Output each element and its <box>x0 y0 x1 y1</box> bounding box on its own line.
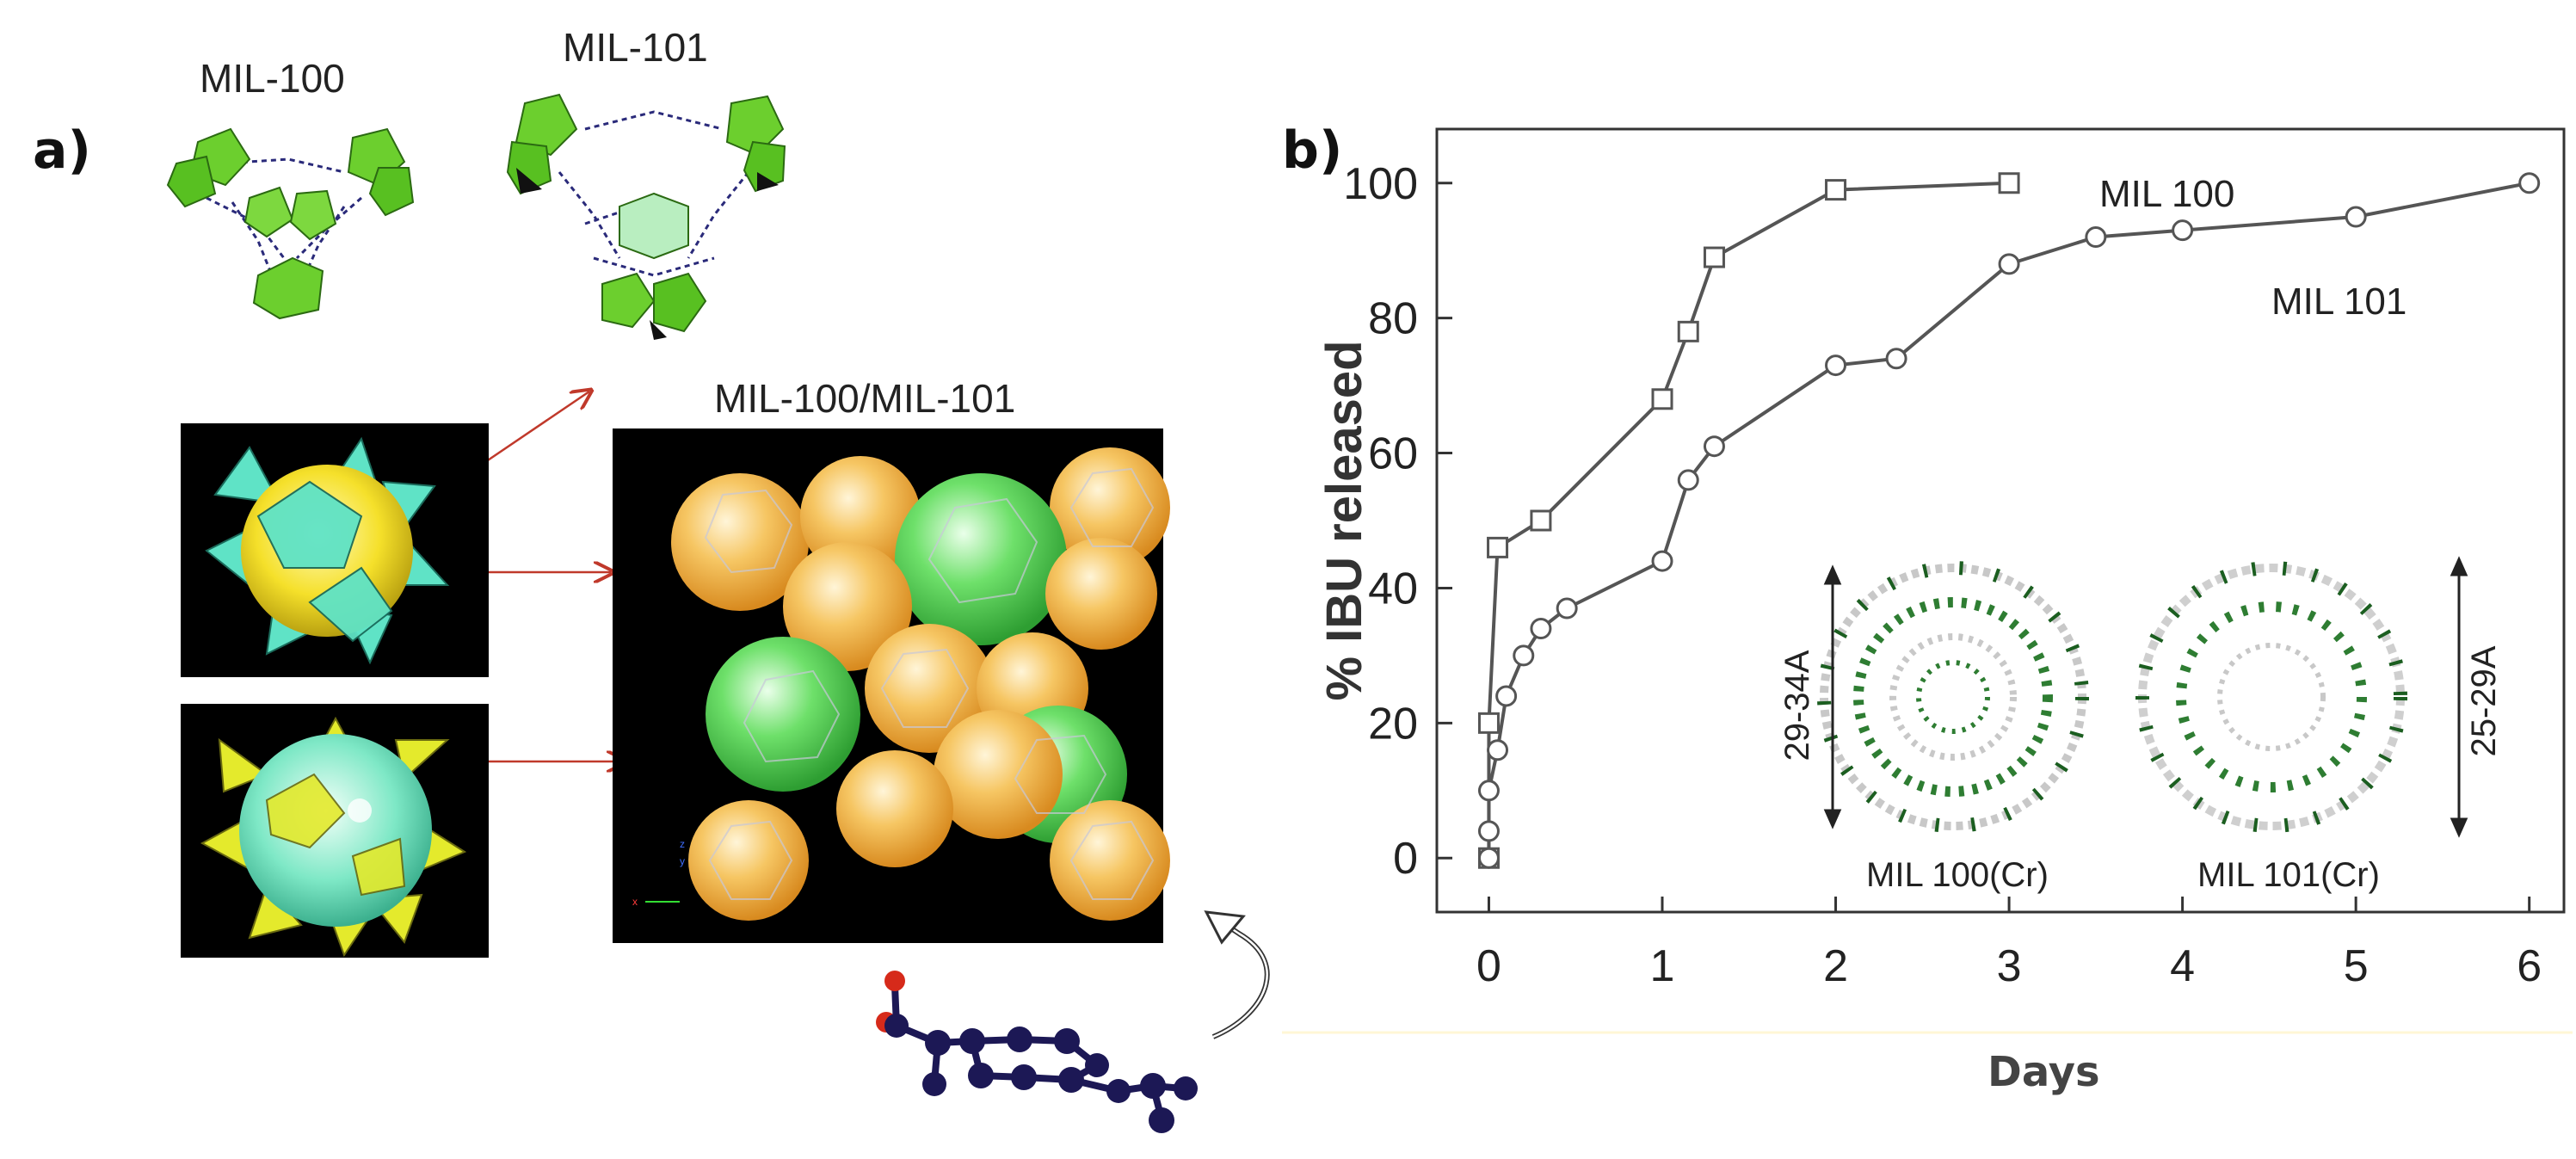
data-point-mil101 <box>2172 219 2194 242</box>
data-point-mil100 <box>1703 246 1725 268</box>
data-point-mil100 <box>1651 388 1673 410</box>
data-point-mil100 <box>1677 320 1699 342</box>
data-point-mil101 <box>1825 354 1847 377</box>
data-point-mil101 <box>2345 206 2367 228</box>
series-label-mil101: MIL 101 <box>2271 281 2407 323</box>
data-point-mil101 <box>2085 226 2107 249</box>
mil100-structure-icon <box>166 127 415 320</box>
inset-mil100-framework-icon <box>1817 561 2089 833</box>
y-tick-label: 0 <box>1393 834 1418 884</box>
data-point-mil101 <box>1513 644 1535 667</box>
y-tick-label: 80 <box>1368 294 1418 344</box>
data-point-mil100 <box>1825 179 1847 201</box>
y-axis-label: % IBU released <box>1316 340 1372 700</box>
x-tick-label: 0 <box>1476 941 1501 991</box>
cage-packing-icon: z y x <box>632 447 1170 921</box>
curved-arrow-icon <box>1204 910 1270 1039</box>
plot-frame <box>1435 127 2566 914</box>
x-tick-label: 5 <box>2344 941 2369 991</box>
y-tick-label: 20 <box>1368 699 1418 749</box>
data-point-mil101 <box>1495 685 1518 707</box>
dimension-arrows <box>1823 556 2468 838</box>
data-point-mil101 <box>1651 550 1673 572</box>
svg-text:y: y <box>680 855 685 867</box>
y-tick-label: 60 <box>1368 429 1418 479</box>
mil101-structure-icon <box>506 93 786 340</box>
data-point-mil101 <box>1556 597 1578 620</box>
data-point-mil100 <box>1477 712 1500 734</box>
data-point-mil100 <box>1487 536 1509 558</box>
svg-text:z: z <box>680 838 685 850</box>
data-point-mil101 <box>1530 618 1552 640</box>
series-layer <box>1477 172 2541 869</box>
inset-right-dimension: 25-29A <box>2465 645 2503 756</box>
inset-left-dimension: 29-34A <box>1778 650 1816 761</box>
data-point-mil101 <box>2518 172 2541 194</box>
panel-a-illustration: z y x <box>166 93 1270 1133</box>
x-tick-label: 3 <box>1997 941 2022 991</box>
data-point-mil101 <box>1885 348 1907 370</box>
panel-a-letter: a) <box>33 120 91 181</box>
x-axis-label: Days <box>1987 1048 2100 1096</box>
svg-text:x: x <box>632 896 638 908</box>
inset-mil101-framework-icon <box>2135 561 2407 833</box>
large-cage-icon <box>200 716 467 958</box>
x-tick-label: 4 <box>2170 941 2195 991</box>
panel-b-letter: b) <box>1282 120 1343 181</box>
y-tick-label: 100 <box>1343 159 1418 209</box>
mil101-label: MIL-101 <box>563 25 708 70</box>
release-chart: 0 20 40 60 80 100 0 1 2 3 4 5 6 29-34A 25-29A MIL 10… <box>1282 127 2573 1034</box>
inset-left-caption: MIL 100(Cr) <box>1866 856 2049 894</box>
data-point-mil101 <box>1998 253 2020 275</box>
panel-a: a) MIL-100 MIL-101 MIL-100/MIL-101 <box>33 25 1270 1133</box>
mil100-label: MIL-100 <box>200 56 345 101</box>
y-tick-label: 40 <box>1368 564 1418 613</box>
data-point-mil100 <box>1998 172 2020 194</box>
inset-right-caption: MIL 101(Cr) <box>2197 856 2380 894</box>
axis-ticks: 0 20 40 60 80 100 0 1 2 3 4 5 6 <box>1343 159 2542 991</box>
data-point-mil101 <box>1677 469 1699 491</box>
x-tick-label: 2 <box>1823 941 1848 991</box>
data-point-mil101 <box>1477 780 1500 802</box>
data-point-mil101 <box>1477 847 1500 869</box>
data-point-mil101 <box>1477 820 1500 842</box>
ibuprofen-molecule-icon <box>876 971 1198 1133</box>
series-label-mil100: MIL 100 <box>2099 173 2234 215</box>
data-point-mil101 <box>1703 435 1725 458</box>
small-cage-icon <box>205 436 450 665</box>
data-point-mil101 <box>1487 739 1509 761</box>
x-tick-label: 6 <box>2517 941 2542 991</box>
combined-label: MIL-100/MIL-101 <box>714 376 1016 421</box>
data-point-mil100 <box>1530 509 1552 532</box>
x-tick-label: 1 <box>1650 941 1675 991</box>
